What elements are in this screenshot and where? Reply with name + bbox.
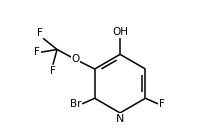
- Text: O: O: [71, 54, 79, 64]
- Text: OH: OH: [112, 27, 128, 37]
- Text: F: F: [159, 99, 165, 109]
- Text: F: F: [50, 66, 56, 75]
- Text: Br: Br: [70, 99, 81, 109]
- Text: N: N: [116, 114, 124, 124]
- Text: F: F: [37, 28, 42, 38]
- Text: F: F: [34, 47, 40, 57]
